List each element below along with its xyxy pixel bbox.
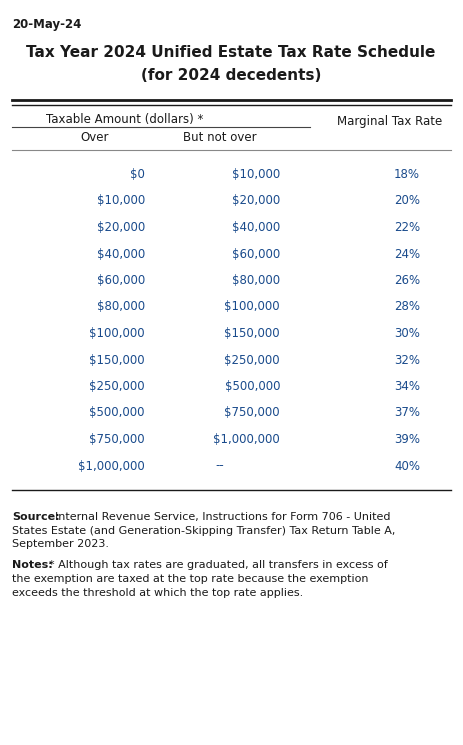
Text: $1,000,000: $1,000,000 xyxy=(78,460,145,472)
Text: $10,000: $10,000 xyxy=(97,194,145,208)
Text: $10,000: $10,000 xyxy=(232,168,280,181)
Text: $250,000: $250,000 xyxy=(89,380,145,393)
Text: $100,000: $100,000 xyxy=(89,327,145,340)
Text: Notes:: Notes: xyxy=(12,560,53,571)
Text: 18%: 18% xyxy=(394,168,420,181)
Text: $250,000: $250,000 xyxy=(225,353,280,367)
Text: $750,000: $750,000 xyxy=(89,433,145,446)
Text: 26%: 26% xyxy=(394,274,420,287)
Text: 28%: 28% xyxy=(394,300,420,314)
Text: $500,000: $500,000 xyxy=(89,407,145,419)
Text: 32%: 32% xyxy=(394,353,420,367)
Text: $60,000: $60,000 xyxy=(232,247,280,261)
Text: 34%: 34% xyxy=(394,380,420,393)
Text: But not over: But not over xyxy=(183,131,257,144)
Text: 20%: 20% xyxy=(394,194,420,208)
Text: September 2023.: September 2023. xyxy=(12,539,109,549)
Text: 24%: 24% xyxy=(394,247,420,261)
Text: $750,000: $750,000 xyxy=(225,407,280,419)
Text: * Although tax rates are graduated, all transfers in excess of: * Although tax rates are graduated, all … xyxy=(49,560,388,571)
Text: $80,000: $80,000 xyxy=(232,274,280,287)
Text: --: -- xyxy=(216,460,225,472)
Text: $100,000: $100,000 xyxy=(225,300,280,314)
Text: 30%: 30% xyxy=(394,327,420,340)
Text: Marginal Tax Rate: Marginal Tax Rate xyxy=(338,115,443,128)
Text: 22%: 22% xyxy=(394,221,420,234)
Text: Tax Year 2024 Unified Estate Tax Rate Schedule: Tax Year 2024 Unified Estate Tax Rate Sc… xyxy=(26,45,436,60)
Text: $80,000: $80,000 xyxy=(97,300,145,314)
Text: $40,000: $40,000 xyxy=(232,221,280,234)
Text: $40,000: $40,000 xyxy=(97,247,145,261)
Text: (for 2024 decedents): (for 2024 decedents) xyxy=(141,68,321,83)
Text: $150,000: $150,000 xyxy=(225,327,280,340)
Text: Source:: Source: xyxy=(12,512,60,522)
Text: $20,000: $20,000 xyxy=(232,194,280,208)
Text: Internal Revenue Service, Instructions for Form 706 - United: Internal Revenue Service, Instructions f… xyxy=(55,512,390,522)
Text: the exemption are taxed at the top rate because the exemption: the exemption are taxed at the top rate … xyxy=(12,574,369,584)
Text: $150,000: $150,000 xyxy=(89,353,145,367)
Text: $500,000: $500,000 xyxy=(225,380,280,393)
Text: $20,000: $20,000 xyxy=(97,221,145,234)
Text: Taxable Amount (dollars) *: Taxable Amount (dollars) * xyxy=(46,113,204,126)
Text: $60,000: $60,000 xyxy=(97,274,145,287)
Text: exceeds the threshold at which the top rate applies.: exceeds the threshold at which the top r… xyxy=(12,588,303,597)
Text: Over: Over xyxy=(81,131,109,144)
Text: 39%: 39% xyxy=(394,433,420,446)
Text: 40%: 40% xyxy=(394,460,420,472)
Text: 20-May-24: 20-May-24 xyxy=(12,18,81,31)
Text: $0: $0 xyxy=(130,168,145,181)
Text: 37%: 37% xyxy=(394,407,420,419)
Text: $1,000,000: $1,000,000 xyxy=(213,433,280,446)
Text: States Estate (and Generation-Skipping Transfer) Tax Return Table A,: States Estate (and Generation-Skipping T… xyxy=(12,525,395,536)
